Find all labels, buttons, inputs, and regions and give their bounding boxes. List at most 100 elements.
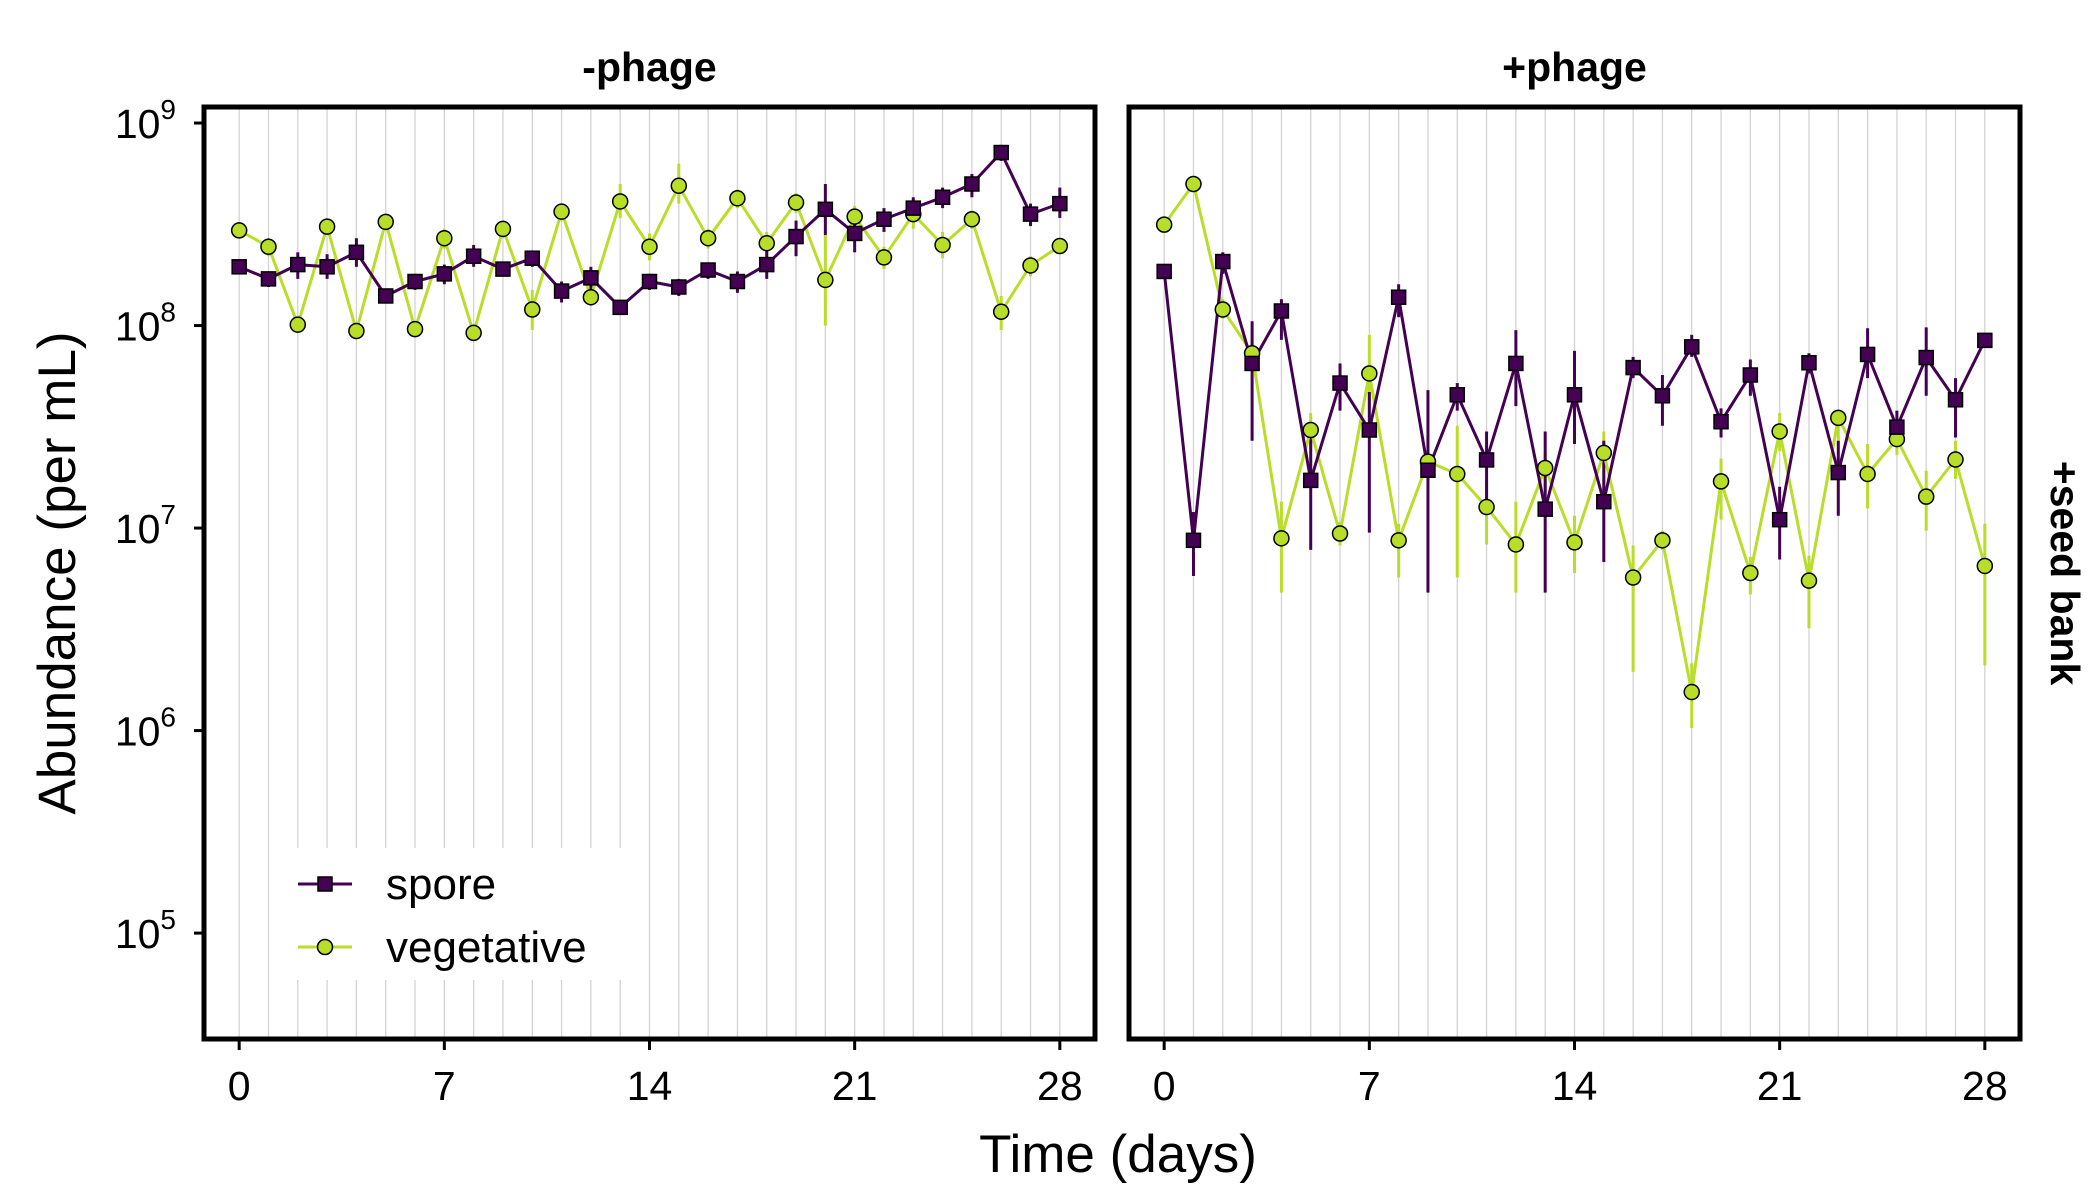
- point-vegetative-phage-1-13: [1536, 459, 1554, 477]
- point-spore-phage-1-28: [1977, 332, 1993, 349]
- legend-key-marker-spore: [317, 876, 333, 892]
- point-vegetative-phage-1-10: [1449, 465, 1466, 483]
- x-tick-label-1-7: 7: [1358, 1063, 1381, 1109]
- point-vegetative-phage-1-4: [1273, 530, 1290, 547]
- point-vegetative-phage-0-19: [787, 194, 805, 211]
- x-tick-label-0-7: 7: [433, 1063, 456, 1109]
- point-vegetative-phage-0-16: [699, 229, 717, 247]
- point-vegetative-phage-1-2: [1214, 301, 1232, 318]
- point-spore-phage-0-9: [495, 261, 511, 277]
- point-spore-phage-1-17: [1654, 388, 1671, 404]
- point-spore-phage-0-25: [964, 176, 980, 192]
- x-axis-title: Time (days): [979, 1125, 1257, 1184]
- point-vegetative-phage-1-20: [1742, 564, 1759, 582]
- point-vegetative-phage-0-7: [436, 229, 453, 247]
- point-spore-phage-1-6: [1332, 375, 1348, 391]
- point-vegetative-phage-1-8: [1390, 532, 1407, 549]
- point-vegetative-phage-1-5: [1302, 421, 1319, 439]
- point-spore-phage-0-26: [993, 144, 1009, 161]
- point-spore-phage-1-23: [1830, 464, 1847, 481]
- y-axis-title: Abundance (per mL): [28, 331, 87, 814]
- point-spore-phage-1-24: [1859, 346, 1876, 363]
- point-spore-phage-1-14: [1566, 387, 1583, 403]
- point-spore-phage-1-10: [1449, 387, 1466, 403]
- point-spore-phage-0-19: [788, 228, 804, 245]
- point-vegetative-phage-1-26: [1917, 488, 1935, 505]
- point-vegetative-phage-0-15: [670, 177, 688, 195]
- point-vegetative-phage-1-1: [1185, 175, 1202, 193]
- point-spore-phage-1-12: [1508, 355, 1524, 372]
- point-vegetative-phage-1-16: [1624, 569, 1642, 586]
- point-spore-phage-1-27: [1947, 392, 1964, 408]
- legend-item-spore: spore: [298, 860, 496, 909]
- y-tick-label-1e8: 108: [115, 297, 176, 350]
- point-spore-phage-0-17: [729, 273, 746, 290]
- point-vegetative-phage-0-20: [817, 271, 834, 289]
- point-spore-phage-1-20: [1742, 367, 1759, 383]
- point-vegetative-phage-0-21: [846, 208, 863, 225]
- point-spore-phage-0-22: [876, 211, 892, 227]
- point-vegetative-phage-0-13: [611, 193, 629, 210]
- x-tick-label-0-0: 0: [228, 1063, 251, 1109]
- point-vegetative-phage-0-0: [230, 222, 248, 239]
- point-spore-phage-1-26: [1918, 349, 1934, 366]
- point-spore-phage-0-11: [553, 283, 570, 299]
- point-spore-phage-0-24: [934, 189, 951, 206]
- point-vegetative-phage-1-21: [1771, 423, 1788, 440]
- point-vegetative-phage-0-1: [260, 238, 277, 255]
- point-vegetative-phage-0-28: [1051, 237, 1069, 255]
- point-spore-phage-1-11: [1478, 452, 1495, 468]
- point-spore-phage-1-4: [1273, 303, 1290, 319]
- x-tick-label-0-14: 14: [627, 1063, 673, 1109]
- legend-item-vegetative: vegetative: [298, 923, 587, 972]
- x-tick-label-1-28: 28: [1962, 1063, 2008, 1109]
- point-spore-phage-1-5: [1302, 472, 1319, 489]
- point-spore-phage-0-4: [348, 244, 365, 261]
- legend-label-spore: spore: [386, 860, 496, 909]
- point-vegetative-phage-1-6: [1331, 525, 1349, 542]
- point-spore-phage-0-0: [231, 259, 247, 275]
- point-vegetative-phage-0-17: [729, 190, 746, 207]
- point-spore-phage-0-21: [846, 225, 863, 242]
- point-spore-phage-1-19: [1713, 413, 1729, 430]
- point-spore-phage-0-28: [1052, 195, 1068, 212]
- point-vegetative-phage-0-3: [318, 218, 336, 235]
- point-vegetative-phage-1-23: [1830, 409, 1847, 427]
- panel-plus-phage: +phage: [1126, 44, 2023, 1042]
- x-tick-label-0-28: 28: [1037, 1063, 1083, 1109]
- point-vegetative-phage-0-26: [992, 303, 1010, 320]
- point-vegetative-phage-0-10: [524, 301, 541, 318]
- point-spore-phage-1-13: [1537, 501, 1553, 517]
- point-vegetative-phage-1-19: [1712, 473, 1730, 490]
- point-spore-phage-1-7: [1361, 422, 1378, 438]
- point-vegetative-phage-1-28: [1976, 557, 1994, 575]
- legend-background: [270, 848, 625, 980]
- point-spore-phage-0-15: [671, 279, 687, 295]
- point-spore-phage-1-2: [1215, 253, 1231, 270]
- point-vegetative-phage-1-22: [1800, 572, 1818, 589]
- point-spore-phage-0-7: [436, 266, 453, 282]
- x-tick-label-0-21: 21: [832, 1063, 878, 1109]
- point-spore-phage-0-6: [407, 273, 423, 290]
- y-tick-label-1e9: 109: [115, 94, 176, 147]
- y-tick-label-1e5: 105: [115, 904, 176, 957]
- data-points-minus-phage: [230, 144, 1069, 342]
- point-vegetative-phage-0-27: [1022, 257, 1039, 274]
- point-spore-phage-0-2: [290, 256, 306, 273]
- point-vegetative-phage-0-25: [963, 210, 981, 228]
- point-spore-phage-0-12: [583, 270, 599, 286]
- legend: spore vegetative: [270, 848, 625, 980]
- point-spore-phage-1-16: [1625, 359, 1641, 376]
- y-tick-label-1e7: 107: [115, 499, 176, 552]
- point-spore-phage-0-23: [905, 200, 922, 216]
- point-spore-phage-1-3: [1244, 355, 1260, 372]
- point-vegetative-phage-1-14: [1566, 534, 1583, 551]
- point-vegetative-phage-1-17: [1654, 532, 1671, 549]
- point-vegetative-phage-0-14: [641, 238, 658, 255]
- point-spore-phage-1-1: [1185, 532, 1202, 549]
- point-spore-phage-0-18: [758, 256, 775, 273]
- point-spore-phage-0-3: [319, 259, 335, 275]
- point-spore-phage-1-15: [1596, 493, 1612, 510]
- point-spore-phage-0-13: [612, 299, 628, 316]
